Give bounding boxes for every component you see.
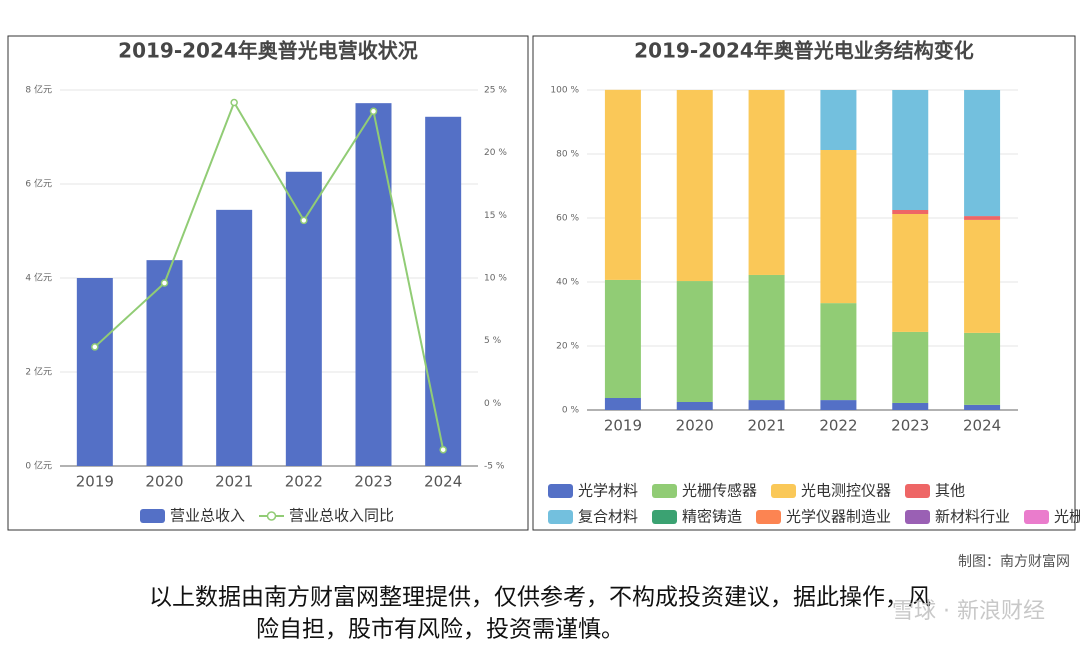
point	[439, 445, 447, 454]
bar	[146, 260, 183, 466]
legend-label: 其他	[935, 482, 965, 500]
legend-label: 光栅传感类产品	[1054, 508, 1080, 526]
legend-icon	[548, 510, 573, 524]
chart-title: 2019-2024年奥普光电业务结构变化	[634, 39, 974, 63]
x-tick-label: 2022	[285, 473, 323, 491]
bar	[425, 116, 462, 466]
y-tick-label: 4 亿元	[25, 272, 52, 284]
legend-icon	[652, 510, 677, 524]
legend-label: 光栅传感器	[682, 482, 757, 500]
y2-tick-label: 20 %	[484, 148, 507, 158]
x-tick-label: 2019	[604, 417, 642, 435]
bar-segment	[676, 90, 713, 282]
legend-icon	[905, 510, 930, 524]
legend-icon	[1024, 510, 1049, 524]
bar-segment	[820, 150, 857, 304]
bar-segment	[676, 281, 713, 402]
line	[94, 100, 445, 450]
disclaimer: 险自担，股市有风险，投资需谨慎。	[256, 617, 624, 643]
bar-segment	[820, 400, 857, 410]
y-tick-label: 0 %	[562, 406, 580, 416]
legend-icon	[266, 511, 277, 521]
y2-tick-label: 0 %	[484, 399, 502, 409]
legend-label: 营业总收入	[170, 507, 245, 525]
point	[369, 107, 378, 116]
bar-segment	[892, 210, 929, 214]
legend-icon	[652, 484, 677, 498]
y-tick-label: 60 %	[556, 214, 579, 224]
x-tick-label: 2023	[354, 473, 392, 491]
bar-segment	[892, 402, 929, 410]
x-tick-label: 2021	[747, 417, 785, 435]
bar-segment	[964, 216, 1001, 220]
legend-icon	[548, 484, 573, 498]
x-tick-label: 2023	[891, 417, 929, 435]
bar-segment	[676, 402, 713, 410]
legend-icon	[905, 484, 930, 498]
watermark: 雪球 · 新浪财经	[892, 599, 1045, 624]
bar	[285, 171, 322, 466]
y-tick-label: 2 亿元	[25, 366, 52, 378]
bar-segment	[964, 219, 1001, 333]
bar-segment	[964, 404, 1001, 410]
y-tick-label: 80 %	[556, 150, 579, 160]
bar	[216, 209, 253, 466]
legend-label: 光学材料	[578, 482, 638, 500]
y-tick-label: 8 亿元	[25, 84, 52, 96]
legend-label: 光电测控仪器	[801, 482, 891, 500]
disclaimer: 以上数据由南方财富网整理提供，仅供参考，不构成投资建议，据此操作，风	[149, 585, 931, 611]
legend-label: 精密铸造	[682, 508, 742, 526]
y-tick-label: 100 %	[550, 86, 579, 96]
bar	[355, 103, 392, 466]
point	[300, 216, 308, 225]
legend-icon	[771, 484, 796, 498]
y-tick-label: 40 %	[556, 278, 579, 288]
bar-segment	[748, 274, 785, 401]
legend-label: 光学仪器制造业	[786, 508, 891, 526]
x-tick-label: 2019	[76, 473, 114, 491]
y2-tick-label: -5 %	[484, 462, 505, 472]
x-tick-label: 2024	[963, 417, 1001, 435]
legend-label: 营业总收入同比	[289, 507, 394, 525]
point	[160, 279, 169, 287]
x-tick-label: 2021	[215, 473, 253, 491]
x-tick-label: 2022	[819, 417, 857, 435]
bar-segment	[892, 331, 929, 403]
y2-tick-label: 15 %	[484, 211, 507, 221]
legend-icon	[756, 510, 781, 524]
bar-segment	[604, 89, 641, 280]
bar-segment	[748, 400, 785, 410]
bar-segment	[964, 332, 1001, 405]
legend-label: 复合材料	[578, 508, 638, 526]
x-tick-label: 2020	[676, 417, 714, 435]
bar-segment	[604, 398, 641, 410]
bar-segment	[964, 90, 1001, 217]
y-tick-label: 20 %	[556, 342, 579, 352]
legend-icon	[140, 509, 165, 523]
bar-segment	[892, 90, 929, 210]
credit: 制图：南方财富网	[958, 553, 1070, 570]
bar-segment	[820, 303, 857, 401]
x-tick-label: 2024	[424, 473, 462, 491]
y2-tick-label: 25 %	[484, 86, 507, 96]
point	[230, 98, 238, 107]
x-tick-label: 2020	[145, 473, 183, 491]
bar	[76, 278, 113, 466]
bar-segment	[892, 214, 929, 332]
chart-title: 2019-2024年奥普光电营收状况	[118, 39, 418, 63]
y-tick-label: 0 亿元	[25, 460, 52, 472]
bar-segment	[604, 279, 641, 398]
bar-segment	[748, 90, 785, 275]
y2-tick-label: 5 %	[484, 336, 502, 346]
y2-tick-label: 10 %	[484, 274, 507, 284]
bar-segment	[820, 90, 857, 150]
legend-label: 新材料行业	[935, 508, 1010, 526]
y-tick-label: 6 亿元	[25, 178, 52, 190]
point	[91, 343, 99, 351]
